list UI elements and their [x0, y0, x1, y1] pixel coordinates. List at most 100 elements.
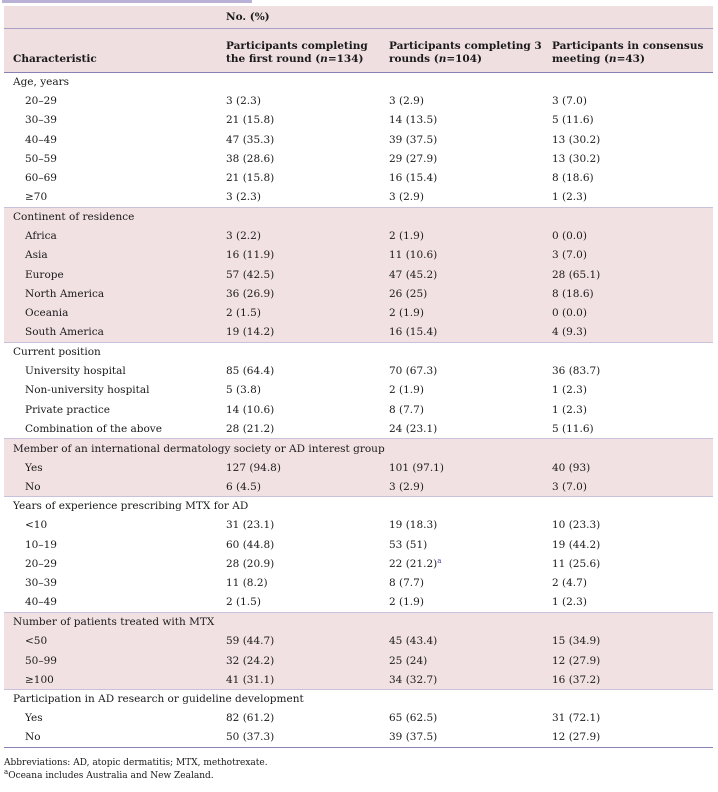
- header-group-label: No. (%): [221, 6, 714, 29]
- table-row: Combination of the above 28 (21.2) 24 (23.…: [4, 419, 714, 439]
- value-cell: 0 (0.0): [547, 303, 714, 323]
- value-text: 1 (2.3): [552, 403, 587, 416]
- header-n-symbol: n: [320, 52, 328, 65]
- value-text: 127 (94.8): [226, 461, 281, 474]
- value-text: 14 (10.6): [226, 403, 275, 416]
- table-row: Yes 127 (94.8) 101 (97.1) 40 (93): [4, 457, 714, 478]
- section-title: Current position: [4, 341, 714, 362]
- value-cell: 39 (37.5): [384, 129, 547, 150]
- value-text: 11 (25.6): [552, 558, 601, 571]
- table-row: 30–39 21 (15.8) 14 (13.5) 5 (11.6): [4, 110, 714, 130]
- value-text: 14 (13.5): [389, 114, 438, 127]
- value-text: 28 (20.9): [226, 558, 275, 571]
- value-cell: 5 (11.6): [547, 110, 714, 130]
- value-text: 2 (1.9): [389, 307, 424, 320]
- row-label: 50–99: [4, 650, 221, 671]
- value-text: 53 (51): [389, 538, 428, 551]
- value-cell: 15 (34.9): [547, 631, 714, 651]
- footnote-text: Oceana includes Australia and New Zealan…: [8, 771, 214, 781]
- value-text: 1 (2.3): [552, 596, 587, 609]
- value-text: 39 (37.5): [389, 133, 438, 146]
- value-cell: 70 (67.3): [384, 361, 547, 381]
- table-row: 10–19 60 (44.8) 53 (51) 19 (44.2): [4, 535, 714, 555]
- value-text: 8 (18.6): [552, 287, 594, 300]
- value-text: 3 (2.9): [389, 94, 424, 107]
- value-text: 3 (7.0): [552, 480, 587, 493]
- value-cell: 2 (1.9): [384, 593, 547, 613]
- row-label: ≥100: [4, 670, 221, 690]
- value-cell: 25 (24): [384, 650, 547, 671]
- value-cell: 21 (15.8): [221, 110, 384, 130]
- header-col-label: Participants completing 3 rounds (: [389, 39, 542, 65]
- section-row: Participation in AD research or guidelin…: [4, 688, 714, 709]
- value-cell: 11 (10.6): [384, 245, 547, 265]
- row-label: 40–49: [4, 593, 221, 613]
- value-cell: 3 (2.3): [221, 187, 384, 208]
- value-text: 82 (61.2): [226, 712, 275, 725]
- value-cell: 2 (1.9): [384, 303, 547, 323]
- value-cell: 1 (2.3): [547, 187, 714, 208]
- header-col-label: Participants in consensus meeting (: [552, 39, 704, 65]
- value-cell: 47 (35.3): [221, 129, 384, 150]
- value-cell: 57 (42.5): [221, 264, 384, 285]
- value-text: 5 (11.6): [552, 114, 594, 127]
- value-cell: 14 (13.5): [384, 110, 547, 130]
- value-cell: 3 (7.0): [547, 91, 714, 111]
- footnote-abbreviations: Abbreviations: AD, atopic dermatitis; MT…: [4, 758, 268, 768]
- value-cell: 47 (45.2): [384, 264, 547, 285]
- table-row: 30–39 11 (8.2) 8 (7.7) 2 (4.7): [4, 573, 714, 594]
- row-label: 20–29: [4, 91, 221, 111]
- row-label: 50–59: [4, 149, 221, 169]
- row-label: Africa: [4, 226, 221, 246]
- row-label: Oceania: [4, 303, 221, 323]
- value-cell: 127 (94.8): [221, 457, 384, 478]
- value-text: 24 (23.1): [389, 422, 438, 435]
- value-text: 25 (24): [389, 654, 428, 667]
- value-cell: 2 (1.5): [221, 593, 384, 613]
- value-cell: 28 (20.9): [221, 554, 384, 574]
- value-cell: 32 (24.2): [221, 650, 384, 671]
- header-n-symbol: n: [608, 52, 617, 65]
- table-row: 20–29 3 (2.3) 3 (2.9) 3 (7.0): [4, 91, 714, 111]
- value-cell: 8 (18.6): [547, 284, 714, 304]
- row-label: Yes: [4, 708, 221, 729]
- value-cell: 2 (1.9): [384, 226, 547, 246]
- value-cell: 1 (2.3): [547, 380, 714, 401]
- value-cell: 41 (31.1): [221, 670, 384, 690]
- value-text: 16 (15.4): [389, 326, 438, 339]
- value-cell: 3 (2.9): [384, 187, 547, 208]
- row-label: 30–39: [4, 110, 221, 130]
- value-cell: 8 (18.6): [547, 168, 714, 188]
- value-text: 28 (65.1): [552, 268, 601, 281]
- value-cell: 21 (15.8): [221, 168, 384, 188]
- value-text: 8 (18.6): [552, 172, 594, 185]
- value-text: 19 (14.2): [226, 326, 275, 339]
- value-cell: 13 (30.2): [547, 149, 714, 169]
- value-text: 16 (15.4): [389, 172, 438, 185]
- value-text: 60 (44.8): [226, 538, 275, 551]
- value-text: 3 (2.3): [226, 94, 261, 107]
- section-title: Age, years: [4, 72, 714, 92]
- row-label: 10–19: [4, 535, 221, 555]
- top-accent-bar: [2, 0, 252, 3]
- row-label: Asia: [4, 245, 221, 265]
- section-row: Years of experience prescribing MTX for …: [4, 496, 714, 516]
- value-text: 12 (27.9): [552, 731, 601, 744]
- value-text: 32 (24.2): [226, 654, 275, 667]
- value-cell: 29 (27.9): [384, 149, 547, 169]
- row-label: No: [4, 728, 221, 748]
- table-row: ≥70 3 (2.3) 3 (2.9) 1 (2.3): [4, 187, 714, 208]
- table-row: Asia 16 (11.9) 11 (10.6) 3 (7.0): [4, 245, 714, 265]
- value-text: 34 (32.7): [389, 673, 438, 686]
- value-cell: 26 (25): [384, 284, 547, 304]
- value-text: 22 (21.2): [389, 558, 438, 571]
- table-row: 50–59 38 (28.6) 29 (27.9) 13 (30.2): [4, 149, 714, 169]
- value-text: 47 (45.2): [389, 268, 438, 281]
- value-cell: 16 (15.4): [384, 168, 547, 188]
- table-row: <10 31 (23.1) 19 (18.3) 10 (23.3): [4, 515, 714, 536]
- section-row: Current position: [4, 341, 714, 362]
- value-cell: 6 (4.5): [221, 477, 384, 497]
- table-row: Europe 57 (42.5) 47 (45.2) 28 (65.1): [4, 264, 714, 285]
- value-text: 3 (7.0): [552, 249, 587, 262]
- value-cell: 12 (27.9): [547, 650, 714, 671]
